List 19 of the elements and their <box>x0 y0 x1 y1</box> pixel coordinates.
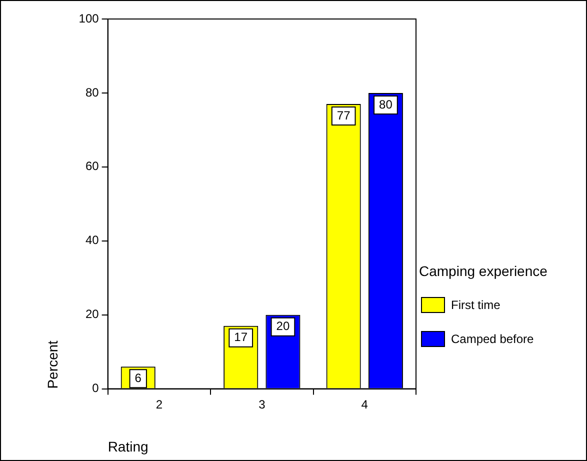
y-tick-label: 80 <box>85 85 100 100</box>
y-axis-title: Percent <box>44 340 60 389</box>
y-tick-label: 0 <box>92 381 100 396</box>
x-tick-label: 4 <box>361 397 368 412</box>
data-label: 20 <box>276 319 290 334</box>
y-tick-label: 100 <box>78 11 100 26</box>
data-label: 80 <box>379 97 393 112</box>
y-tick-label: 60 <box>85 159 100 174</box>
x-tick-label: 3 <box>258 397 266 412</box>
x-tick-label: 2 <box>156 397 163 412</box>
data-label: 17 <box>234 330 248 344</box>
data-label: 77 <box>336 108 351 122</box>
y-tick-label: 20 <box>85 307 100 322</box>
data-label: 6 <box>134 370 142 385</box>
y-tick-label: 40 <box>85 233 100 248</box>
legend-title: Camping experience <box>419 263 548 279</box>
legend-label: Camped before <box>451 332 534 346</box>
legend-label: First time <box>451 298 500 312</box>
x-axis-title: Rating <box>108 438 148 454</box>
